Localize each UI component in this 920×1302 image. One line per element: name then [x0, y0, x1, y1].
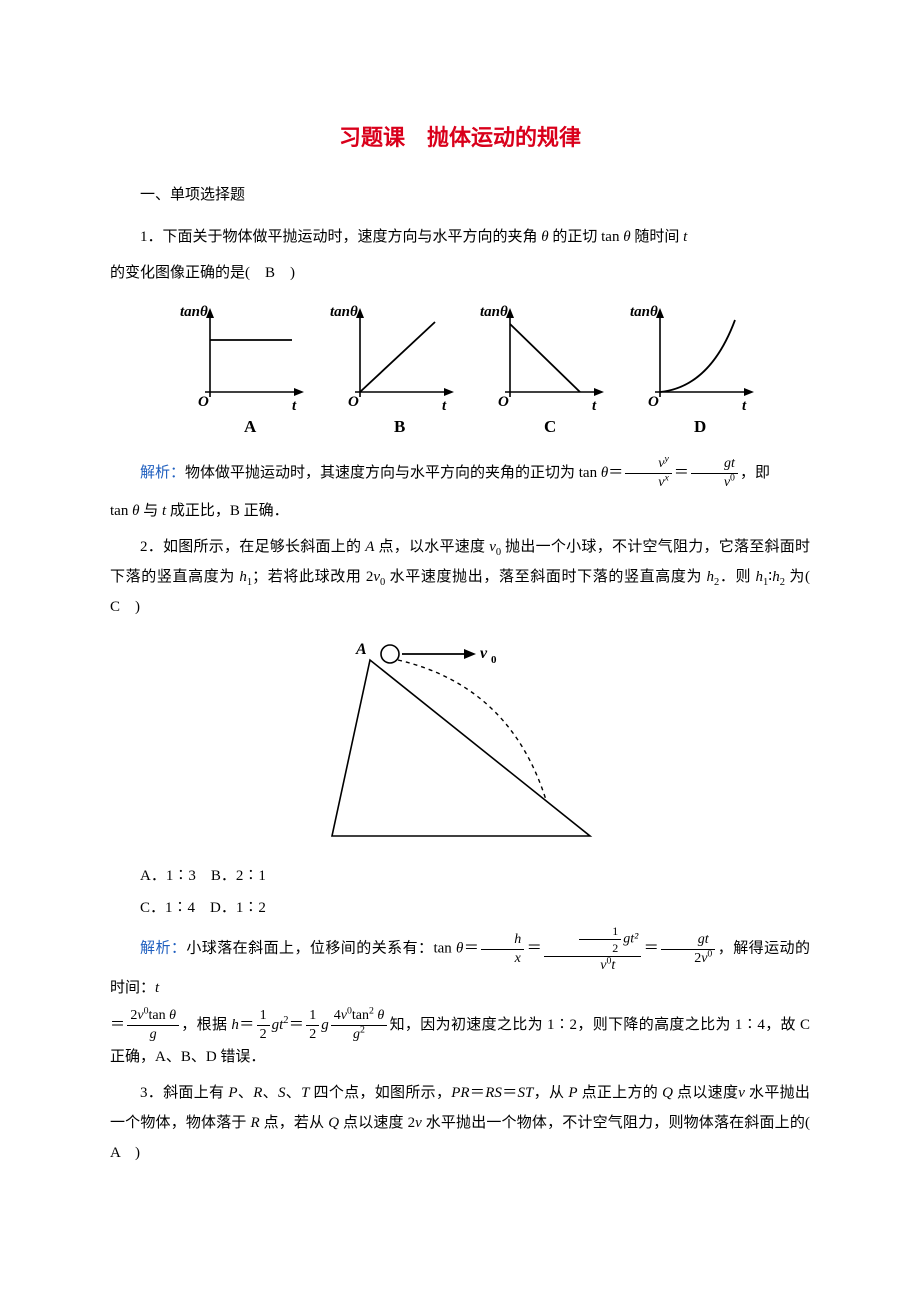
q1-ana-c: tan	[110, 503, 132, 519]
analysis-label: 解析：	[140, 465, 185, 481]
q3-b: 四个点，如图所示，	[309, 1085, 451, 1101]
q2-ana-e: ，根据	[181, 1017, 231, 1033]
q2-choices-2: C．1∶4 D．1∶2	[110, 893, 810, 923]
svg-text:0: 0	[491, 654, 497, 666]
frac-2v0tan-g: 2v0tan θg	[127, 1009, 179, 1042]
q3-v2: v	[415, 1115, 422, 1131]
svg-text:O: O	[498, 394, 509, 410]
svg-text:t: t	[592, 398, 597, 414]
q1-ana-b: ，即	[740, 465, 770, 481]
svg-text:O: O	[348, 394, 359, 410]
q3-h: 点以速度 2	[339, 1115, 415, 1131]
q2-d: ；若将此球改用 2	[252, 569, 373, 585]
panel-B: tanθ O t B	[330, 304, 454, 436]
svg-text:tanθ: tanθ	[180, 304, 208, 320]
frac-vy-vx: vyvx	[625, 457, 672, 490]
q3-v: v	[738, 1085, 745, 1101]
title-sub: 抛体运动的规律	[427, 125, 581, 150]
frac-half-2: 12	[306, 1009, 319, 1042]
page-title: 习题课 抛体运动的规律	[110, 120, 810, 152]
q2-ana-g: g	[321, 1017, 329, 1033]
q2-f: ．则	[719, 569, 755, 585]
q2-figure: A v 0	[110, 636, 810, 851]
q2-e: 水平速度抛出，落至斜面时下落的竖直高度为	[385, 569, 706, 585]
q1-analysis: 解析：物体做平抛运动时，其速度方向与水平方向的夹角的正切为 tan θ＝vyvx…	[110, 457, 810, 490]
svg-text:O: O	[648, 394, 659, 410]
svg-text:t: t	[742, 398, 747, 414]
svg-text:v: v	[480, 645, 488, 662]
q1-ana-a: 物体做平抛运动时，其速度方向与水平方向的夹角的正切为 tan	[185, 465, 601, 481]
q3-Q: Q	[662, 1085, 673, 1101]
svg-text:tanθ: tanθ	[480, 304, 508, 320]
svg-text:t: t	[442, 398, 447, 414]
q1-ana-theta: θ	[601, 465, 608, 481]
q2-b: 点，以水平速度	[374, 539, 489, 555]
q1-stem-line2: 的变化图像正确的是( B )	[110, 258, 810, 288]
analysis-label: 解析：	[140, 940, 186, 956]
q3-Q2: Q	[328, 1115, 339, 1131]
q1-theta2: θ	[623, 229, 630, 245]
frac-half-gt2-v0t: 12gt²v0t	[544, 925, 641, 973]
q1-ana-e: 成正比，B 正确．	[166, 503, 289, 519]
svg-text:tanθ: tanθ	[630, 304, 658, 320]
q3-stem: 3．斜面上有 P、R、S、T 四个点，如图所示，PR＝RS＝ST，从 P 点正上…	[110, 1078, 810, 1168]
q2-a: 2．如图所示，在足够长斜面上的	[140, 539, 365, 555]
q2-ana-t: t	[155, 980, 159, 996]
svg-text:O: O	[198, 394, 209, 410]
q3-P: P	[228, 1085, 237, 1101]
svg-text:D: D	[694, 417, 706, 436]
panel-C: tanθ O t C	[480, 304, 604, 436]
q2-stem: 2．如图所示，在足够长斜面上的 A 点，以水平速度 v0 抛出一个小球，不计空气…	[110, 532, 810, 622]
frac-h-x: hx	[481, 933, 524, 966]
svg-text:t: t	[292, 398, 297, 414]
svg-text:A: A	[244, 417, 257, 436]
frac-gt-2v0: gt2v0	[661, 933, 715, 966]
q3-RS: RS	[485, 1085, 502, 1101]
q2-choices-1: A．1∶3 B．2∶1	[110, 861, 810, 891]
q1-text2: 的正切 tan	[549, 229, 624, 245]
q3-a: 3．斜面上有	[140, 1085, 228, 1101]
section-heading: 一、单项选择题	[110, 180, 810, 210]
q2-ana-a: 小球落在斜面上，位移间的关系有：tan	[186, 940, 456, 956]
frac-gt-v0: gtv0	[691, 457, 738, 490]
q3-c: ，从	[533, 1085, 568, 1101]
q3-PR: PR	[451, 1085, 469, 1101]
q1-ana-d: 与	[139, 503, 162, 519]
panel-A: tanθ O t A	[180, 304, 304, 436]
q1-stem: 1．下面关于物体做平抛运动时，速度方向与水平方向的夹角 θ 的正切 tan θ …	[110, 222, 810, 252]
q2-svg: A v 0	[310, 636, 610, 846]
q3-g: 点，若从	[260, 1115, 329, 1131]
q2-eq2: ＝	[110, 1017, 125, 1033]
frac-4v02tan2-g2: 4v0tan2 θg2	[331, 1009, 388, 1042]
q3-R2: R	[250, 1115, 259, 1131]
panel-D: tanθ O t D	[630, 304, 754, 436]
q1-figure: tanθ O t A tanθ O t B	[110, 302, 810, 447]
q3-e: 点以速度	[673, 1085, 738, 1101]
svg-text:tanθ: tanθ	[330, 304, 358, 320]
q3-ST: ST	[518, 1085, 534, 1101]
q1-t: t	[683, 229, 687, 245]
q3-P2: P	[568, 1085, 577, 1101]
q2-analysis-1: 解析：小球落在斜面上，位移间的关系有：tan θ＝hx＝12gt²v0t＝gt2…	[110, 925, 810, 1003]
q2-eq1: ＝	[463, 940, 479, 956]
svg-text:C: C	[544, 417, 556, 436]
q1-text3: 随时间	[631, 229, 684, 245]
q2-ana-h: h	[231, 1017, 239, 1033]
q2-analysis-2: ＝2v0tan θg，根据 h＝12gt2＝12g4v0tan2 θg2知，因为…	[110, 1009, 810, 1072]
svg-text:B: B	[394, 417, 405, 436]
frac-half: 12	[257, 1009, 270, 1042]
q1-theta: θ	[541, 229, 548, 245]
title-main: 习题课	[339, 125, 405, 150]
q3-R: R	[253, 1085, 262, 1101]
q3-d: 点正上方的	[578, 1085, 663, 1101]
q1-analysis-2: tan θ 与 t 成正比，B 正确．	[110, 496, 810, 526]
svg-text:A: A	[355, 641, 367, 658]
q1-graphs-svg: tanθ O t A tanθ O t B	[160, 302, 760, 442]
q1-text: 1．下面关于物体做平抛运动时，速度方向与水平方向的夹角	[140, 229, 541, 245]
